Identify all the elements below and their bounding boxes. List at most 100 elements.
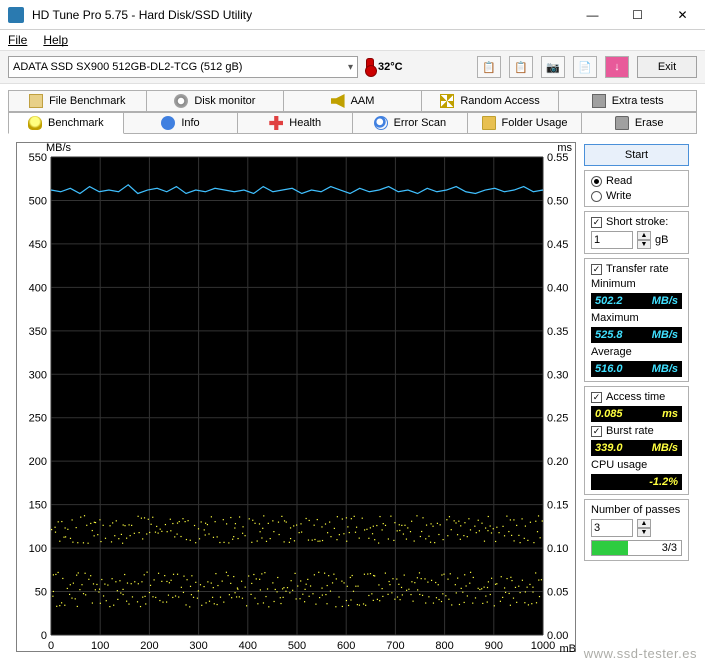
svg-text:0.50: 0.50 — [547, 195, 568, 207]
svg-text:0.25: 0.25 — [547, 413, 568, 425]
tab-area: File BenchmarkDisk monitor AAM Random Acce… — [0, 84, 705, 663]
min-value: 502.2MB/s — [591, 293, 682, 309]
transfer-label: Transfer rate — [606, 263, 669, 275]
benchmark-chart: 00.00500.051000.101500.152000.202500.253… — [16, 142, 576, 652]
tab-disk-monitor[interactable]: Disk monitor — [146, 90, 285, 112]
tab-label: AAM — [351, 95, 375, 107]
svg-text:700: 700 — [386, 640, 404, 652]
svg-text:0.15: 0.15 — [547, 500, 568, 512]
short-stroke-check[interactable] — [591, 217, 602, 228]
write-radio-row[interactable]: Write — [591, 190, 682, 202]
burst-label: Burst rate — [606, 425, 654, 437]
svg-text:0.45: 0.45 — [547, 239, 568, 251]
svg-text:0.05: 0.05 — [547, 587, 568, 599]
write-radio[interactable] — [591, 191, 602, 202]
burst-check[interactable] — [591, 426, 602, 437]
access-value: 0.085ms — [591, 406, 682, 422]
access-box: Access time 0.085ms Burst rate 339.0MB/s… — [584, 386, 689, 495]
chevron-down-icon: ▾ — [348, 62, 353, 73]
burst-value: 339.0MB/s — [591, 440, 682, 456]
device-select-value: ADATA SSD SX900 512GB-DL2-TCG (512 gB) — [13, 61, 242, 73]
tab-health[interactable]: Health — [237, 112, 353, 134]
read-radio[interactable] — [591, 176, 602, 187]
tab-label: Error Scan — [394, 117, 447, 129]
watermark: www.ssd-tester.es — [584, 646, 697, 661]
tab-error-scan[interactable]: Error Scan — [352, 112, 468, 134]
svg-text:550: 550 — [29, 152, 47, 164]
tab-erase[interactable]: Erase — [581, 112, 697, 134]
menu-file[interactable]: File — [8, 33, 27, 47]
y-axis-left-label: MB/s — [46, 142, 71, 154]
transfer-check[interactable] — [591, 264, 602, 275]
short-stroke-label: Short stroke: — [606, 216, 668, 228]
passes-box: Number of passes ▲ ▼ 3/3 — [584, 499, 689, 561]
tab-info[interactable]: Info — [123, 112, 239, 134]
short-stroke-input[interactable] — [591, 231, 633, 249]
short-stroke-up[interactable]: ▲ — [637, 231, 651, 240]
svg-text:0: 0 — [48, 640, 54, 652]
svg-text:200: 200 — [140, 640, 158, 652]
thermometer-icon — [366, 58, 374, 76]
svg-text:450: 450 — [29, 239, 47, 251]
avg-value: 516.0MB/s — [591, 361, 682, 377]
titlebar: HD Tune Pro 5.75 - Hard Disk/SSD Utility… — [0, 0, 705, 30]
tab-aam[interactable]: AAM — [283, 90, 422, 112]
disk-icon — [174, 94, 188, 108]
passes-down[interactable]: ▼ — [637, 528, 651, 537]
temperature: 32°C — [366, 58, 403, 76]
passes-up[interactable]: ▲ — [637, 519, 651, 528]
tab-label: Health — [289, 117, 321, 129]
save-screenshot-button[interactable]: 📷 — [541, 56, 565, 78]
svg-text:500: 500 — [288, 640, 306, 652]
svg-text:300: 300 — [29, 369, 47, 381]
svg-text:1000: 1000 — [531, 640, 555, 652]
scan-icon — [374, 116, 388, 130]
max-label: Maximum — [591, 312, 682, 324]
read-label: Read — [606, 175, 632, 187]
svg-text:100: 100 — [91, 640, 109, 652]
svg-text:150: 150 — [29, 500, 47, 512]
save-button[interactable]: ↓ — [605, 56, 629, 78]
svg-text:800: 800 — [435, 640, 453, 652]
tab-benchmark[interactable]: Benchmark — [8, 112, 124, 134]
access-check[interactable] — [591, 392, 602, 403]
tab-random-access[interactable]: Random Access — [421, 90, 560, 112]
extra-icon — [592, 94, 606, 108]
speaker-icon — [331, 94, 345, 108]
tab-label: Random Access — [460, 95, 539, 107]
tab-file-benchmark[interactable]: File Benchmark — [8, 90, 147, 112]
menu-help[interactable]: Help — [43, 33, 68, 47]
tab-label: Extra tests — [612, 95, 664, 107]
exit-button[interactable]: Exit — [637, 56, 697, 78]
read-radio-row[interactable]: Read — [591, 175, 682, 187]
window-title: HD Tune Pro 5.75 - Hard Disk/SSD Utility — [32, 8, 570, 22]
tab-label: Erase — [635, 117, 664, 129]
device-select[interactable]: ADATA SSD SX900 512GB-DL2-TCG (512 gB) ▾ — [8, 56, 358, 78]
transfer-box: Transfer rate Minimum 502.2MB/s Maximum … — [584, 258, 689, 382]
svg-text:0: 0 — [41, 630, 47, 642]
svg-text:400: 400 — [239, 640, 257, 652]
copy-info-button[interactable]: 📋 — [477, 56, 501, 78]
toolbar: ADATA SSD SX900 512GB-DL2-TCG (512 gB) ▾… — [0, 50, 705, 84]
tab-folder-usage[interactable]: Folder Usage — [467, 112, 583, 134]
short-stroke-down[interactable]: ▼ — [637, 240, 651, 249]
app-icon — [8, 7, 24, 23]
maximize-button[interactable]: ☐ — [615, 0, 660, 30]
svg-text:100: 100 — [29, 543, 47, 555]
minimize-button[interactable]: — — [570, 0, 615, 30]
short-stroke-box: Short stroke: ▲ ▼ gB — [584, 211, 689, 254]
access-label: Access time — [606, 391, 665, 403]
close-button[interactable]: ✕ — [660, 0, 705, 30]
options-button[interactable]: 📄 — [573, 56, 597, 78]
temperature-value: 32°C — [378, 61, 403, 73]
start-button[interactable]: Start — [584, 144, 689, 166]
copy-screenshot-button[interactable]: 📋 — [509, 56, 533, 78]
y-axis-right-label: ms — [557, 142, 572, 154]
passes-input[interactable] — [591, 519, 633, 537]
chart-wrapper: MB/s ms 00.00500.051000.101500.152000.20… — [16, 142, 576, 655]
svg-text:400: 400 — [29, 282, 47, 294]
min-label: Minimum — [591, 278, 682, 290]
tab-extra-tests[interactable]: Extra tests — [558, 90, 697, 112]
info-icon — [161, 116, 175, 130]
passes-label: Number of passes — [591, 504, 682, 516]
